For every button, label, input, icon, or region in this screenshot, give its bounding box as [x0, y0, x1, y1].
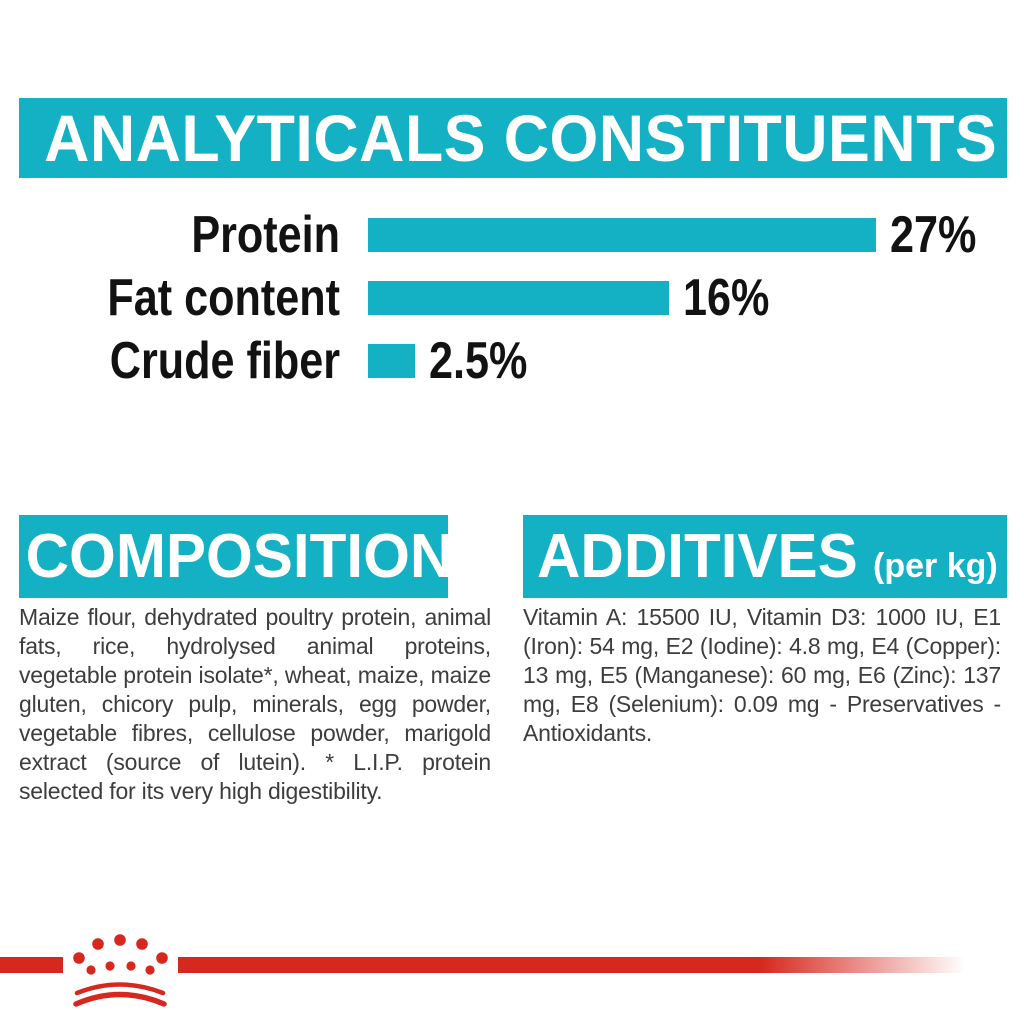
analyticals-bar-chart: Protein 27% Fat content 16% Crude fiber … [0, 203, 1024, 392]
fat-content-bar [368, 280, 669, 315]
chart-label: Fat content [107, 268, 340, 327]
crude-fiber-bar [368, 343, 415, 378]
chart-value: 16% [683, 268, 770, 327]
royal-canin-crown-icon [73, 934, 168, 1007]
analyticals-title: ANALYTICALS CONSTITUENTS [44, 101, 998, 175]
additives-title-suffix: (per kg) [873, 547, 998, 585]
chart-label: Protein [191, 205, 340, 264]
composition-header-banner: COMPOSITION [19, 515, 453, 598]
protein-bar [368, 217, 876, 252]
chart-row-fat-content: Fat content 16% [0, 266, 1024, 329]
footer-red-line-left [0, 957, 63, 973]
analyticals-header-banner: ANALYTICALS CONSTITUENTS [19, 98, 1007, 178]
chart-row-protein: Protein 27% [0, 203, 1024, 266]
chart-label: Crude fiber [109, 331, 340, 390]
additives-title: ADDITIVES [537, 522, 859, 591]
composition-title: COMPOSITION [25, 522, 454, 591]
chart-row-crude-fiber: Crude fiber 2.5% [0, 329, 1024, 392]
additives-header-banner: ADDITIVES (per kg) [523, 515, 1007, 598]
footer-red-line-right-fade [178, 957, 965, 973]
additives-body: Vitamin A: 15500 IU, Vitamin D3: 1000 IU… [523, 604, 1001, 746]
chart-value: 27% [890, 205, 977, 264]
composition-body: Maize flour, dehydrated poultry protein,… [19, 604, 491, 804]
chart-value: 2.5% [429, 331, 528, 390]
